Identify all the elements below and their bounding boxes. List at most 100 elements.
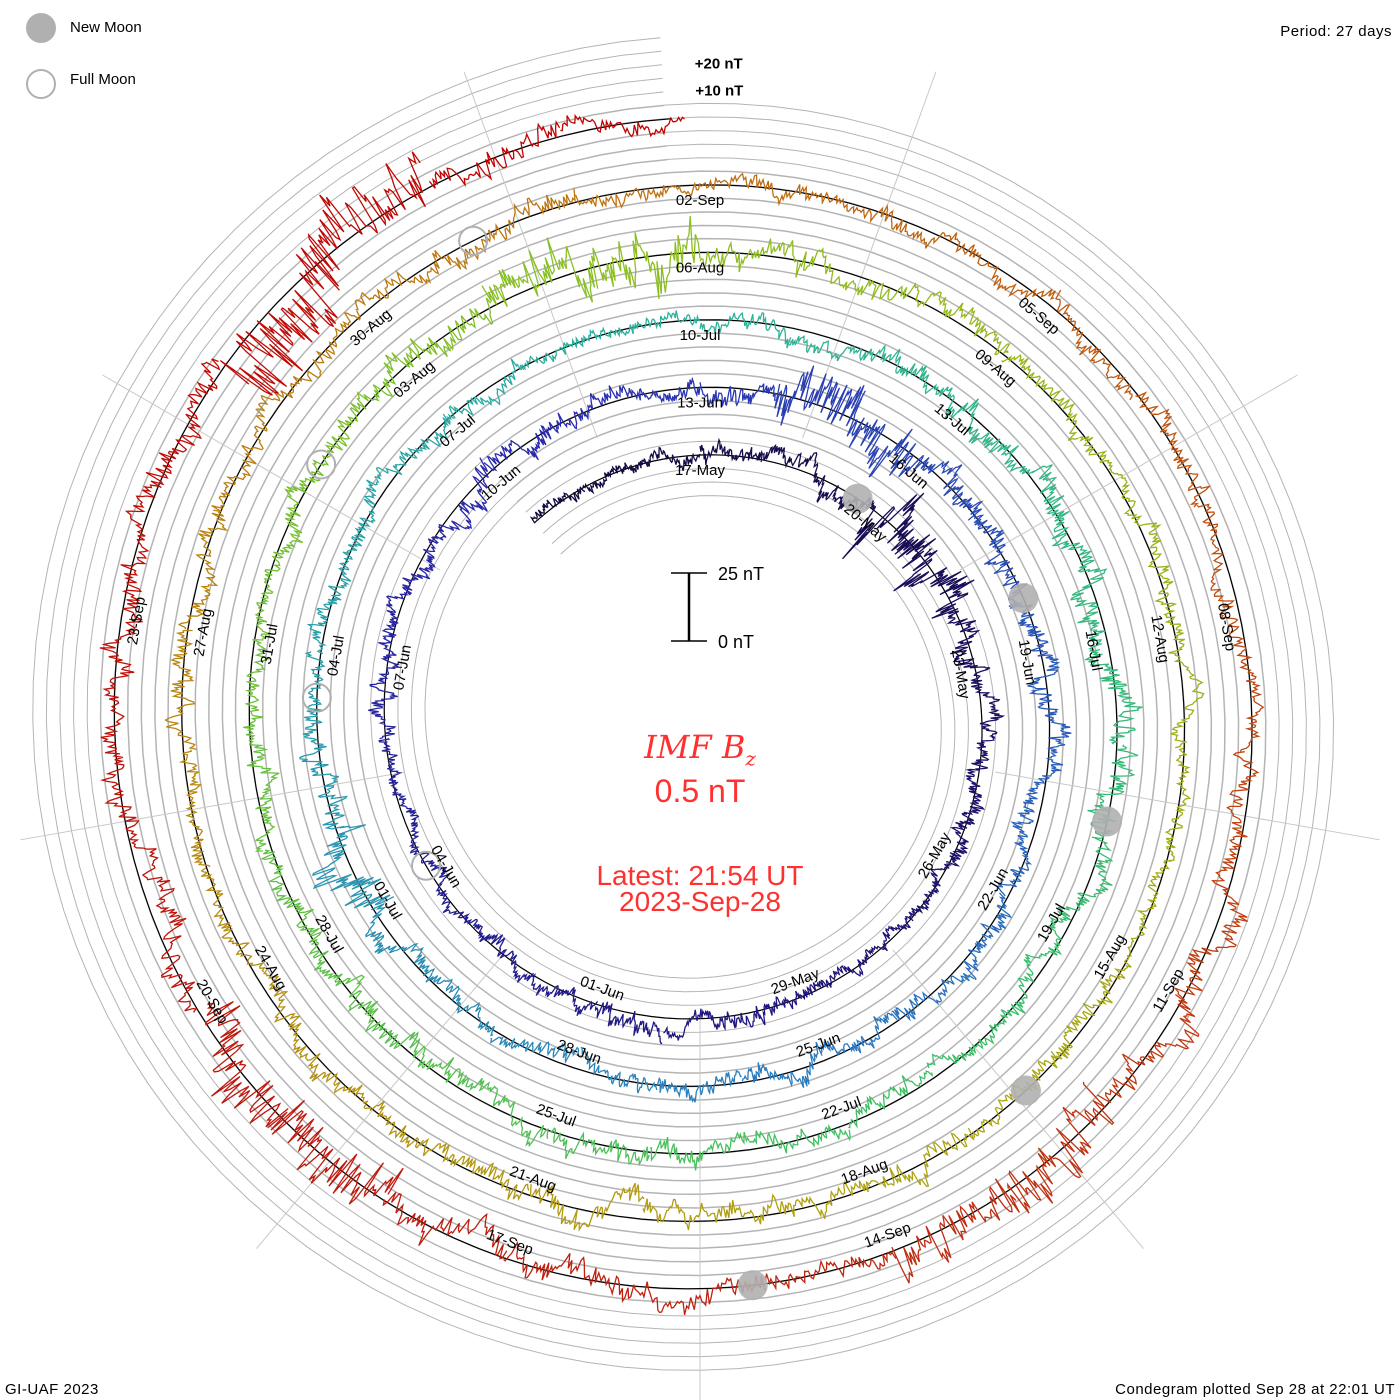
- bz-trace-segment: [1123, 860, 1172, 968]
- bz-trace-segment: [374, 413, 451, 480]
- bz-trace-segment: [307, 151, 426, 287]
- date-label: 07-Jun: [390, 643, 415, 691]
- full-moon-marker: [410, 850, 441, 881]
- bz-trace-segment: [997, 816, 1035, 897]
- latest-date: 2023-Sep-28: [619, 886, 781, 917]
- bz-trace-segment: [438, 457, 489, 531]
- bz-trace-segment: [252, 542, 297, 644]
- bz-trace-segment: [590, 215, 701, 300]
- bz-trace-segment: [1147, 522, 1184, 637]
- new-moon-marker: [737, 1270, 768, 1301]
- bz-trace-segment: [656, 1069, 742, 1103]
- bz-trace-segment: [1049, 837, 1114, 926]
- bz-trace-segment: [382, 1191, 508, 1260]
- new-moon-legend-icon: [26, 13, 56, 43]
- new-moon-marker: [842, 483, 873, 514]
- bz-trace-segment: [246, 744, 280, 852]
- bz-trace-segment: [529, 1182, 645, 1232]
- new-moon-marker: [1008, 583, 1039, 614]
- date-labels: 17-May20-May23-May26-May29-May01-Jun04-J…: [124, 192, 1239, 1259]
- bz-trace-segment: [177, 511, 229, 630]
- date-label: 06-Aug: [676, 259, 724, 276]
- bz-trace-segment: [926, 1009, 1013, 1069]
- date-label: 20-Sep: [193, 977, 232, 1027]
- date-label: 07-Jul: [437, 412, 479, 451]
- bz-trace-segment: [946, 610, 991, 671]
- full-moon-marker: [306, 449, 337, 480]
- bz-trace-segment: [489, 1036, 580, 1065]
- bz-trace-segment: [302, 650, 326, 744]
- bz-trace-segment: [1031, 464, 1092, 556]
- outer-axis-label: +20 nT: [695, 56, 743, 73]
- radial-grid-line: [959, 374, 1298, 571]
- spiral-grid: [32, 37, 1335, 1371]
- bz-trace-segment: [425, 972, 496, 1037]
- bz-trace-segment: [120, 484, 158, 621]
- bz-trace-segment: [912, 454, 984, 521]
- date-label: 10-Jul: [680, 327, 721, 344]
- bz-trace-segment: [1174, 875, 1249, 1001]
- bz-trace-segment: [1215, 751, 1260, 877]
- date-label: 13-Jun: [677, 394, 723, 411]
- bz-trace-segment: [219, 247, 340, 396]
- bz-trace-segment: [464, 188, 576, 261]
- bz-trace-segment: [748, 1123, 851, 1154]
- bz-trace-segment: [321, 1071, 425, 1149]
- bz-trace-segment: [155, 879, 198, 1013]
- credit-label: GI-UAF 2023: [5, 1381, 99, 1398]
- bz-trace-segment: [963, 892, 1013, 981]
- bz-trace-segment: [891, 1178, 1020, 1284]
- bz-trace-segment: [649, 1131, 750, 1171]
- bz-trace-segment: [1007, 923, 1063, 1016]
- bz-trace-segment: [283, 444, 335, 544]
- full-moon-legend-label: Full Moon: [70, 71, 136, 88]
- date-label: 16-Jul: [1081, 629, 1105, 672]
- bz-trace-segment: [764, 1250, 897, 1291]
- bz-trace-segment: [762, 443, 820, 485]
- bz-trace-segment: [642, 1198, 759, 1231]
- bz-trace-segment: [521, 326, 610, 371]
- current-value: 0.5 nT: [654, 773, 746, 809]
- bz-trace-segment: [699, 437, 763, 466]
- bz-trace-segment: [757, 1180, 871, 1225]
- bz-trace-segment: [200, 867, 266, 973]
- new-moon-legend-label: New Moon: [70, 19, 142, 36]
- bz-trace-segment: [582, 462, 640, 495]
- bz-trace-segment: [699, 238, 809, 278]
- bz-trace-segment: [848, 1070, 933, 1129]
- full-moon-marker: [458, 225, 489, 256]
- bz-trace-segment: [891, 972, 975, 1022]
- bz-trace-segment: [1055, 966, 1129, 1060]
- parameter-title: IMF Bz: [0, 728, 1400, 770]
- bz-trace-segment: [820, 1012, 898, 1056]
- date-label: 17-May: [675, 462, 726, 479]
- bz-trace-segment: [846, 397, 920, 478]
- bz-trace-segment: [1097, 993, 1200, 1104]
- bz-trace-segment: [1054, 289, 1133, 401]
- bz-trace-segment: [549, 1127, 650, 1167]
- bz-trace-segment: [857, 916, 912, 965]
- radial-grid-line: [995, 771, 1380, 841]
- bz-trace-segment: [378, 591, 409, 668]
- bz-trace-segment: [446, 358, 525, 423]
- bz-trace-segment: [378, 737, 408, 809]
- latest-time: Latest: 21:54 UT: [596, 860, 804, 891]
- bz-trace-segment: [1083, 648, 1143, 745]
- bz-trace-segment: [893, 548, 975, 619]
- date-label: 31-Jul: [258, 622, 282, 665]
- grid-spiral-line: [32, 37, 1335, 1371]
- bz-trace-segment: [842, 492, 937, 569]
- bz-trace-segment: [580, 1046, 658, 1094]
- radial-grid-line: [20, 771, 405, 841]
- bz-trace-segment: [621, 376, 701, 404]
- bz-trace-segment: [530, 973, 599, 1017]
- bz-trace-segment: [477, 925, 535, 983]
- bz-trace-segment: [402, 525, 447, 596]
- new-moon-marker: [1092, 806, 1123, 837]
- bz-trace-segment: [312, 824, 395, 909]
- bz-trace-segment: [99, 753, 163, 884]
- bz-trace-segment: [164, 629, 197, 750]
- bz-trace-segment: [965, 736, 996, 804]
- bz-trace-segment: [243, 642, 271, 747]
